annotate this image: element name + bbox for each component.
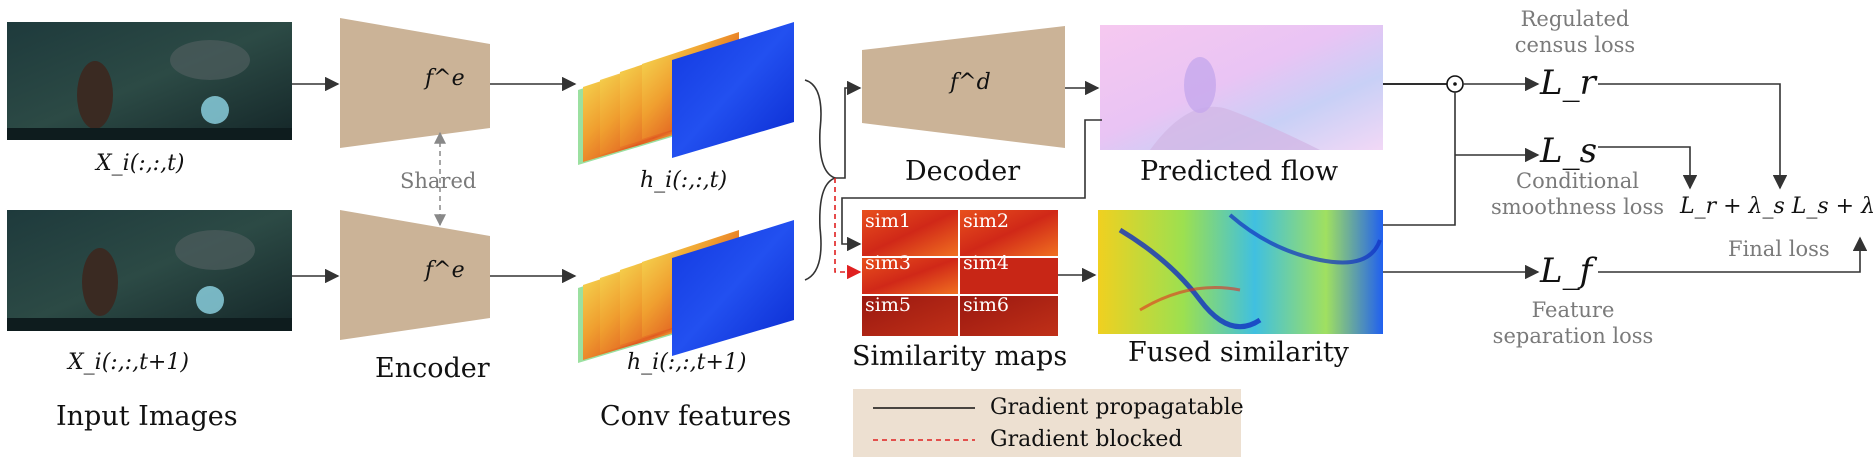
decoder-block: [862, 26, 1065, 148]
legend-solid-label: Gradient propagatable: [990, 395, 1244, 420]
shared-label: Shared: [400, 169, 477, 193]
conv-features-top: [578, 22, 794, 165]
encoder-top-symbol: f^e: [425, 66, 465, 91]
legend-dashed-label: Gradient blocked: [990, 427, 1183, 452]
arrow-brace-to-decoder: [835, 80, 862, 179]
sim-tile-2: sim2: [963, 210, 1009, 232]
smoothness-loss-caption: Conditional smoothness loss: [1490, 169, 1665, 219]
feature-loss-caption: Feature separation loss: [1492, 298, 1654, 348]
input-image-t: [7, 22, 292, 140]
Ls-symbol: L_s: [1540, 131, 1598, 171]
decoder-symbol: f^d: [950, 70, 991, 95]
final-loss-formula: L_r + λ_s L_s + λ_f L_f: [1680, 194, 1873, 219]
legend: [853, 389, 1241, 457]
fused-similarity-image: [1098, 210, 1383, 334]
encoder-top-block: [340, 18, 490, 148]
similarity-maps-title: Similarity maps: [852, 341, 1068, 372]
arrow-blocked-to-similarity: [834, 178, 862, 280]
Lr-symbol: L_r: [1540, 63, 1596, 103]
Lf-symbol: L_f: [1540, 251, 1593, 291]
arrow-Ls-to-final: [1598, 146, 1698, 190]
final-loss-caption: Final loss: [1728, 237, 1830, 261]
conv-features-title: Conv features: [600, 401, 792, 432]
census-loss-caption: Regulated census loss: [1514, 7, 1636, 57]
encoder-bottom-block: [340, 210, 490, 340]
input-t1-label: X_i(:,:,t+1): [68, 350, 189, 375]
features-bottom-label: h_i(:,:,t+1): [627, 350, 747, 375]
sim-tile-5: sim5: [865, 294, 911, 316]
predicted-flow-title: Predicted flow: [1140, 156, 1339, 187]
features-top-label: h_i(:,:,t): [640, 168, 728, 193]
conv-features-bottom: [578, 220, 794, 363]
input-t-label: X_i(:,:,t): [96, 151, 185, 176]
input-image-t1: [7, 210, 292, 331]
sim-tile-1: sim1: [865, 210, 911, 232]
sim-tile-3: sim3: [865, 252, 911, 274]
arrow-Lr-to-final: [1598, 83, 1788, 190]
encoder-title: Encoder: [375, 353, 490, 384]
sim-tile-6: sim6: [963, 294, 1009, 316]
similarity-maps-grid: [862, 210, 1058, 336]
fused-similarity-title: Fused similarity: [1128, 337, 1349, 368]
encoder-bottom-symbol: f^e: [425, 258, 465, 283]
arrow-fused-to-product: [1383, 92, 1456, 226]
arrow-Lf-to-final: [1598, 236, 1868, 273]
arrow-flow-to-similarity: [841, 119, 1102, 252]
sim-tile-4: sim4: [963, 252, 1009, 274]
decoder-title: Decoder: [905, 156, 1021, 187]
input-images-title: Input Images: [56, 401, 238, 432]
